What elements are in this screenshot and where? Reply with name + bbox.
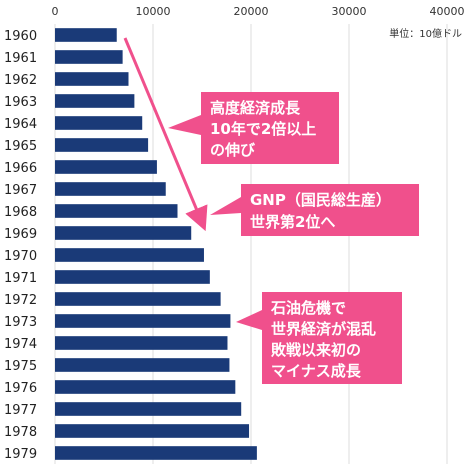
year-label-1963: 1963 xyxy=(4,95,37,110)
bar-1960 xyxy=(55,28,117,42)
bar-1975 xyxy=(55,358,230,372)
year-label-1967: 1967 xyxy=(4,183,37,198)
callout-oil-line-1: 石油危機で xyxy=(270,299,346,317)
bar-1978 xyxy=(55,424,250,438)
callout-oil-box xyxy=(262,292,402,384)
bars-layer xyxy=(55,28,257,460)
year-label-1968: 1968 xyxy=(4,205,37,220)
callout-growth-line-1: 高度経済成長 xyxy=(210,99,301,117)
year-label-1978: 1978 xyxy=(4,425,37,440)
callout-growth-box xyxy=(201,92,339,164)
callout-growth-pointer xyxy=(168,115,201,135)
callout-gnp-pointer xyxy=(210,197,241,215)
year-label-1970: 1970 xyxy=(4,249,37,264)
year-label-1966: 1966 xyxy=(4,161,37,176)
year-label-1969: 1969 xyxy=(4,227,37,242)
year-label-1977: 1977 xyxy=(4,403,37,418)
bar-1979 xyxy=(55,446,257,460)
years-layer: 1960 1961 1962 1963 1964 1965 1966 1967 1968 1969… xyxy=(4,29,37,462)
year-label-1975: 1975 xyxy=(4,359,37,374)
bar-1965 xyxy=(55,138,149,152)
bar-1967 xyxy=(55,182,166,196)
bar-1962 xyxy=(55,72,129,86)
year-label-1964: 1964 xyxy=(4,117,37,132)
x-tick-label: 40000 xyxy=(430,5,465,18)
bar-1969 xyxy=(55,226,192,240)
bar-1963 xyxy=(55,94,135,108)
year-label-1971: 1971 xyxy=(4,271,37,286)
callout-gnp-box xyxy=(241,184,419,236)
year-label-1979: 1979 xyxy=(4,447,37,462)
callout-gnp-line-2: 世界第2位へ xyxy=(250,213,335,231)
x-tick-label: 30000 xyxy=(332,5,367,18)
year-label-1973: 1973 xyxy=(4,315,37,330)
callout-gnp: GNP（国民総生産） 世界第2位へ xyxy=(210,184,419,236)
bar-1968 xyxy=(55,204,178,218)
bar-1966 xyxy=(55,160,157,174)
year-label-1965: 1965 xyxy=(4,139,37,154)
year-label-1960: 1960 xyxy=(4,29,37,44)
bar-1976 xyxy=(55,380,236,394)
x-tick-label: 0 xyxy=(52,5,59,18)
trend-arrow xyxy=(123,37,208,232)
year-label-1976: 1976 xyxy=(4,381,37,396)
year-label-1972: 1972 xyxy=(4,293,37,308)
year-label-1974: 1974 xyxy=(4,337,37,352)
year-label-1962: 1962 xyxy=(4,73,37,88)
bar-1977 xyxy=(55,402,242,416)
arrow-layer xyxy=(123,37,208,232)
ticks-layer: 0 10000 20000 30000 40000 xyxy=(52,5,465,18)
callout-oil-pointer xyxy=(236,310,262,330)
callout-growth-line-3: の伸び xyxy=(210,141,255,159)
callout-growth: 高度経済成長 10年で2倍以上 の伸び xyxy=(168,92,339,164)
bar-1970 xyxy=(55,248,204,262)
x-tick-label: 20000 xyxy=(234,5,269,18)
grid-layer xyxy=(54,24,448,464)
bar-1974 xyxy=(55,336,228,350)
callout-gnp-line-1: GNP（国民総生産） xyxy=(250,191,391,209)
bar-1972 xyxy=(55,292,221,306)
callout-oil: 石油危機で 世界経済が混乱 敗戦以来初の マイナス成長 xyxy=(236,292,402,384)
unit-label: 単位：10億ドル xyxy=(389,27,462,40)
year-label-1961: 1961 xyxy=(4,51,37,66)
callout-oil-line-3: 敗戦以来初の xyxy=(271,341,361,359)
x-tick-label: 10000 xyxy=(136,5,171,18)
bar-1971 xyxy=(55,270,210,284)
callout-growth-line-2: 10年で2倍以上 xyxy=(210,120,316,138)
bar-1964 xyxy=(55,116,143,130)
bar-1961 xyxy=(55,50,123,64)
bar-1973 xyxy=(55,314,231,328)
callout-oil-line-4: マイナス成長 xyxy=(271,362,362,380)
callout-oil-line-2: 世界経済が混乱 xyxy=(271,320,376,338)
